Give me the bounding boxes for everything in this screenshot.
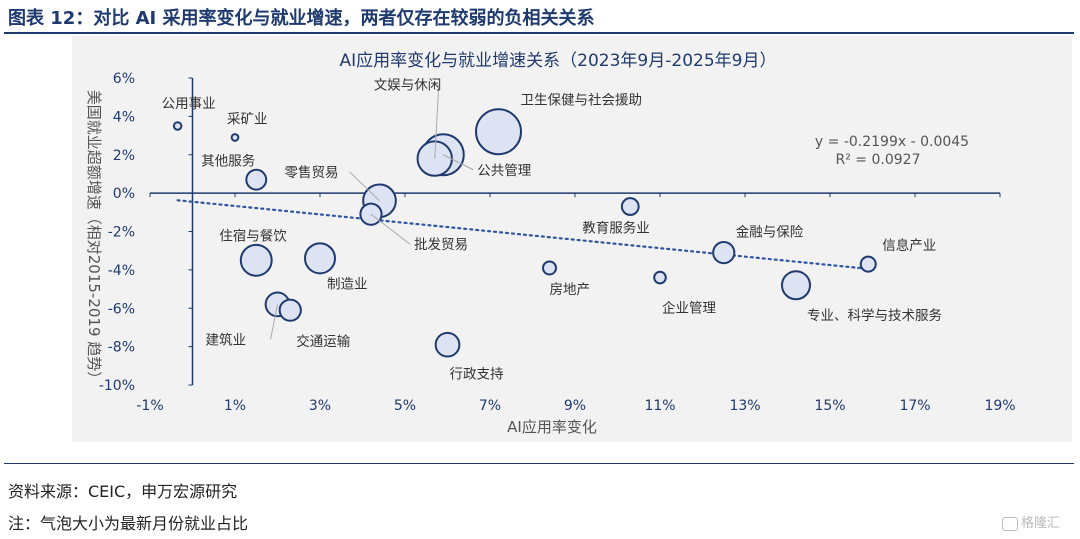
y-tick-label: -8% bbox=[108, 340, 135, 356]
bubble-label: 公共管理 bbox=[477, 163, 531, 179]
y-tick-label: -2% bbox=[108, 225, 135, 241]
y-tick-label: 4% bbox=[113, 109, 135, 125]
bubble bbox=[712, 241, 736, 265]
x-tick-label: 19% bbox=[984, 398, 1015, 414]
x-tick-label: 9% bbox=[564, 398, 586, 414]
bubble bbox=[620, 197, 640, 216]
bubble bbox=[239, 243, 273, 277]
x-tick-label: 15% bbox=[814, 398, 845, 414]
bubble-label: 批发贸易 bbox=[414, 237, 468, 253]
x-axis-title: AI应用率变化 bbox=[507, 418, 597, 436]
bubble bbox=[542, 260, 557, 276]
x-tick-label: 13% bbox=[729, 398, 760, 414]
y-tick-label: -6% bbox=[108, 301, 135, 317]
y-tick-label: -10% bbox=[99, 378, 135, 394]
leader-line bbox=[370, 213, 411, 245]
leader-line bbox=[443, 154, 474, 171]
chart-title: AI应用率变化与就业增速关系（2023年9月-2025年9月） bbox=[340, 51, 777, 71]
y-tick-label: 0% bbox=[113, 186, 135, 202]
y-tick-label: 6% bbox=[113, 71, 135, 87]
y-tick-label: 2% bbox=[113, 148, 135, 164]
bubble-label: 公用事业 bbox=[162, 96, 216, 112]
bubble bbox=[245, 168, 268, 191]
bubble-label: 行政支持 bbox=[450, 367, 504, 383]
bubble-label: 住宿与餐饮 bbox=[219, 227, 287, 244]
bubble bbox=[230, 133, 240, 142]
bubble-label: 信息产业 bbox=[882, 237, 936, 254]
page-title: 图表 12：对比 AI 采用率变化与就业增速，两者仅存在较弱的负相关关系 bbox=[8, 8, 595, 29]
bubble-label: 专业、科学与技术服务 bbox=[807, 308, 942, 324]
x-tick-label: 7% bbox=[479, 398, 501, 414]
x-tick-label: -1% bbox=[136, 398, 163, 414]
source-note: 资料来源：CEIC，申万宏源研究 bbox=[8, 482, 238, 501]
bubble-label: 零售贸易 bbox=[285, 165, 339, 181]
x-tick-label: 3% bbox=[309, 398, 331, 414]
bubble-label: 房地产 bbox=[550, 282, 591, 298]
bubble bbox=[780, 270, 812, 301]
scatter-chart: AI应用率变化与就业增速关系（2023年9月-2025年9月） 6% 4% 2% 0%… bbox=[85, 51, 1016, 436]
bubble-label: 金融与保险 bbox=[736, 225, 804, 241]
bubble bbox=[434, 331, 461, 358]
leader-line bbox=[434, 84, 440, 159]
watermark-text: 格隆汇 bbox=[1021, 516, 1061, 531]
bubble bbox=[475, 108, 522, 156]
y-axis-title: 美国就业超额增速（相对2015-2019 趋势） bbox=[85, 90, 103, 387]
leader-line bbox=[349, 171, 380, 202]
bubbles bbox=[172, 108, 877, 358]
bubble-label: 教育服务业 bbox=[582, 221, 650, 237]
bubble-label: 企业管理 bbox=[662, 300, 716, 317]
trendline-equation: y = -0.2199x - 0.0045 bbox=[815, 134, 969, 150]
axes: 6% 4% 2% 0% -2% -4% -6% -8% -10%-1% 1% 3% 5% 7% 9% 11%… bbox=[99, 71, 1016, 414]
bubble-label: 文娱与休闲 bbox=[374, 78, 442, 94]
footnote: 注：气泡大小为最新月份就业占比 bbox=[8, 514, 249, 533]
bubble bbox=[278, 298, 302, 322]
trendline-r-squared: R² = 0.0927 bbox=[836, 152, 921, 168]
watermark-logo-icon bbox=[1002, 516, 1018, 531]
bubble-label: 采矿业 bbox=[227, 111, 268, 127]
trendline bbox=[176, 199, 870, 270]
bubble-label: 卫生保健与社会援助 bbox=[521, 93, 643, 109]
bubble-label: 其他服务 bbox=[201, 154, 255, 170]
x-tick-label: 17% bbox=[899, 398, 930, 414]
title-divider bbox=[4, 32, 1074, 34]
bubble bbox=[304, 242, 336, 275]
bubble bbox=[359, 202, 383, 226]
leader-line bbox=[270, 304, 278, 340]
x-tick-label: 5% bbox=[394, 398, 416, 414]
bubble bbox=[859, 255, 877, 273]
bubble-label: 制造业 bbox=[327, 276, 368, 292]
x-tick-label: 1% bbox=[224, 398, 246, 414]
x-tick-label: 11% bbox=[644, 398, 675, 414]
footer-divider bbox=[4, 463, 1074, 464]
bubble bbox=[172, 121, 183, 131]
watermark: 格隆汇 bbox=[1002, 512, 1060, 531]
bubble-label: 建筑业 bbox=[206, 332, 247, 348]
y-tick-label: -4% bbox=[108, 263, 135, 279]
bubble bbox=[653, 270, 667, 285]
bubble-label: 交通运输 bbox=[296, 333, 350, 350]
trendline-group bbox=[176, 199, 870, 270]
